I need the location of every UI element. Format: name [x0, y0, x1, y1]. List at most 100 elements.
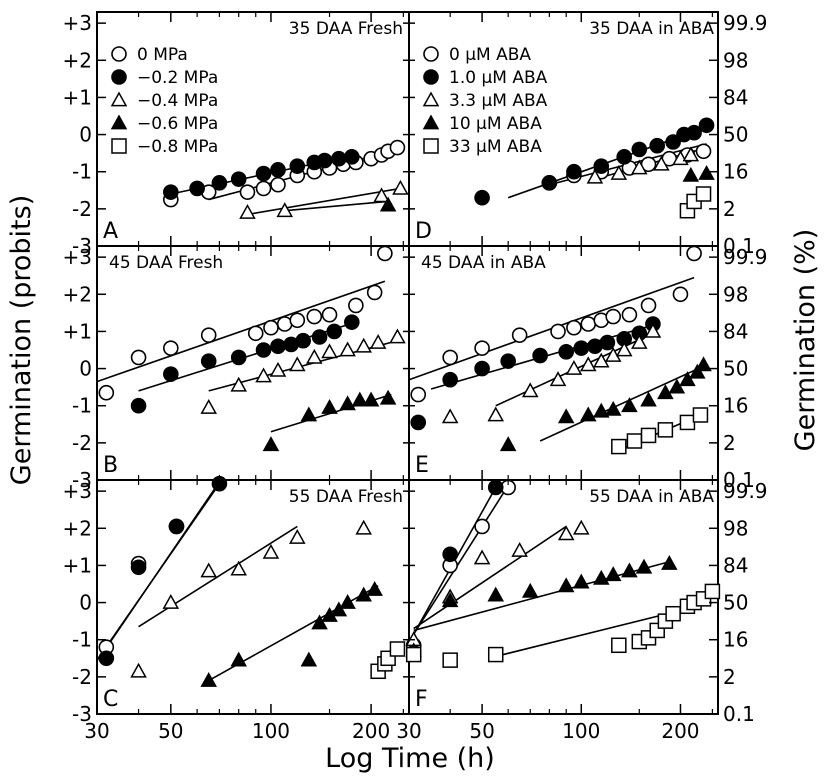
- panel-C: 55 DAA Fresh C: [96, 475, 406, 712]
- data-point-open-circle: [389, 139, 406, 156]
- right-tick-label: 84: [723, 553, 748, 577]
- data-point-open-triangle: [130, 662, 147, 678]
- legend-label: 3.3 μM ABA: [449, 91, 548, 111]
- data-point-filled-circle: [442, 371, 458, 388]
- data-point-filled-triangle: [339, 594, 356, 609]
- data-point-open-triangle: [200, 399, 217, 414]
- data-point-filled-circle: [442, 546, 458, 563]
- data-point-filled-circle: [211, 175, 228, 191]
- right-tick-label: 98: [723, 516, 748, 540]
- data-point-open-triangle: [339, 341, 356, 357]
- panel-F: 55 DAA in ABA F: [405, 479, 721, 712]
- data-point-open-circle: [640, 297, 657, 314]
- right-tick-label: 50: [723, 357, 748, 381]
- data-point-filled-circle: [316, 152, 333, 169]
- data-point-filled-triangle: [351, 391, 369, 407]
- left-tick-label: -2: [72, 431, 92, 455]
- data-point-filled-triangle: [682, 166, 700, 182]
- data-point-filled-circle: [532, 347, 548, 364]
- data-point-open-triangle: [392, 179, 409, 195]
- data-point-open-circle: [255, 180, 272, 197]
- data-point-filled-circle: [255, 165, 272, 182]
- data-point-open-square: [679, 414, 696, 431]
- data-point-filled-circle: [255, 342, 272, 358]
- right-tick-label: 0.1: [723, 702, 755, 726]
- x-axis-label: Log Time (h): [325, 743, 495, 774]
- legend-label: 1.0 μM ABA: [449, 68, 548, 88]
- data-point-filled-triangle: [355, 586, 372, 602]
- data-point-open-square: [611, 438, 627, 455]
- right-tick-label: 16: [723, 628, 748, 652]
- data-point-open-circle: [130, 349, 147, 366]
- data-point-open-circle: [442, 349, 458, 366]
- data-point-filled-triangle: [557, 408, 575, 424]
- x-tick-label: 200: [352, 719, 390, 743]
- panel-letter: D: [415, 219, 432, 244]
- left-tick-label: +1: [63, 319, 92, 343]
- data-point-open-circle: [550, 323, 566, 340]
- data-point-filled-circle: [566, 163, 582, 180]
- data-point-open-circle: [200, 327, 217, 343]
- data-point-filled-circle: [541, 175, 558, 191]
- data-point-filled-triangle: [635, 558, 653, 574]
- left-tick-label: -3: [72, 468, 92, 492]
- data-point-open-circle: [474, 518, 490, 535]
- data-point-filled-triangle: [300, 406, 318, 422]
- left-tick-label: 0: [79, 123, 92, 147]
- data-point-filled-circle: [423, 69, 439, 85]
- data-point-open-circle: [111, 46, 127, 62]
- data-point-open-triangle: [604, 347, 622, 362]
- data-point-open-triangle: [557, 525, 575, 541]
- data-point-filled-triangle: [604, 566, 622, 582]
- panel-letter: A: [103, 219, 118, 244]
- data-point-filled-circle: [410, 414, 427, 431]
- x-tick-label: 200: [661, 719, 699, 743]
- data-point-open-square: [442, 652, 458, 668]
- data-point-open-triangle: [422, 91, 440, 107]
- data-point-open-circle: [98, 384, 115, 401]
- y-axis-label-right: Germination (%): [790, 229, 821, 452]
- right-tick-label: 99.9: [723, 11, 768, 35]
- fit-line-open-circle: [96, 280, 386, 383]
- data-point-filled-circle: [665, 134, 681, 150]
- panel-letter: F: [415, 687, 428, 712]
- data-point-open-triangle: [276, 202, 293, 218]
- x-tick-label: 50: [469, 719, 494, 743]
- data-point-filled-triangle: [110, 114, 128, 130]
- data-point-open-square: [611, 637, 627, 654]
- panel-letter: B: [103, 453, 118, 478]
- data-point-open-triangle: [306, 348, 323, 364]
- data-point-open-triangle: [573, 519, 590, 535]
- data-point-filled-circle: [686, 124, 702, 141]
- data-point-filled-circle: [230, 171, 247, 187]
- right-tick-label: 0.1: [723, 468, 755, 492]
- data-point-filled-triangle: [311, 614, 328, 630]
- left-tick-label: +3: [63, 245, 92, 269]
- right-tick-label: 50: [723, 123, 748, 147]
- y-axis-label-left: Germination (probits): [6, 195, 37, 485]
- data-point-filled-circle: [130, 559, 147, 576]
- data-point-filled-circle: [111, 69, 127, 85]
- data-point-filled-triangle: [422, 114, 440, 130]
- fit-line-open-circle: [408, 485, 509, 643]
- panel-B: 45 DAA Fresh B: [96, 245, 406, 478]
- data-point-open-circle: [289, 312, 306, 329]
- data-point-filled-circle: [295, 332, 311, 349]
- data-point-filled-circle: [474, 189, 490, 206]
- data-point-filled-triangle: [200, 672, 217, 687]
- fit-line-filled-triangle: [284, 200, 389, 212]
- data-point-filled-circle: [474, 360, 490, 377]
- left-tick-label: +1: [63, 553, 92, 577]
- axes-ticks: +3 99.9 +2 98 +1 84 0 50 -1 16 -2 2 -3 0.1 +3 99.9 +2 98 +…: [63, 11, 768, 743]
- panel-A: 35 DAA Fresh A: [103, 19, 409, 244]
- left-tick-label: -1: [72, 160, 92, 184]
- data-point-open-circle: [621, 306, 638, 323]
- data-point-filled-circle: [500, 353, 516, 369]
- data-point-filled-circle: [200, 353, 217, 369]
- data-point-open-triangle: [473, 549, 491, 565]
- data-point-open-triangle: [653, 155, 670, 171]
- data-point-filled-circle: [168, 518, 185, 535]
- data-point-open-square: [665, 605, 681, 622]
- right-tick-label: 99.9: [723, 245, 768, 269]
